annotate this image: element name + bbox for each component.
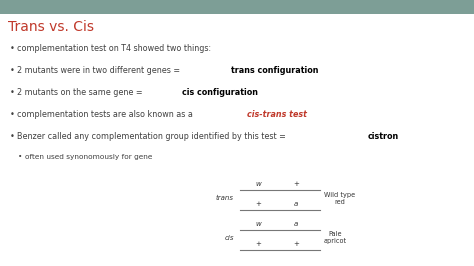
- Text: Benzer called any complementation group identified by this test =: Benzer called any complementation group …: [17, 132, 288, 141]
- Text: +: +: [293, 181, 299, 187]
- Text: •: •: [10, 88, 15, 97]
- Text: often used synonomously for gene: often used synonomously for gene: [25, 154, 152, 160]
- Text: +: +: [293, 241, 299, 247]
- Text: •: •: [10, 66, 15, 75]
- Text: +: +: [255, 201, 261, 207]
- Text: w: w: [255, 181, 261, 187]
- Text: cistron: cistron: [367, 132, 399, 141]
- Text: Pale
apricot: Pale apricot: [324, 231, 347, 244]
- Text: cis-trans test: cis-trans test: [247, 110, 307, 119]
- Text: trans configuration: trans configuration: [231, 66, 318, 75]
- Text: 2 mutants on the same gene =: 2 mutants on the same gene =: [17, 88, 145, 97]
- Text: 2 mutants were in two different genes =: 2 mutants were in two different genes =: [17, 66, 182, 75]
- Text: •: •: [10, 44, 15, 53]
- Text: •: •: [10, 110, 15, 119]
- Text: cis configuration: cis configuration: [182, 88, 258, 97]
- Text: trans: trans: [216, 195, 234, 201]
- Text: +: +: [255, 241, 261, 247]
- Text: •: •: [18, 154, 22, 160]
- Text: Wild type
red: Wild type red: [324, 192, 355, 205]
- Text: •: •: [10, 132, 15, 141]
- Text: complementation tests are also known as a: complementation tests are also known as …: [17, 110, 195, 119]
- Text: w: w: [255, 221, 261, 227]
- Text: complementation test on T4 showed two things:: complementation test on T4 showed two th…: [17, 44, 211, 53]
- Text: a: a: [294, 221, 298, 227]
- Text: cis: cis: [225, 235, 234, 241]
- Text: Trans vs. Cis: Trans vs. Cis: [8, 20, 94, 34]
- Bar: [0, 0, 474, 14]
- Text: a: a: [294, 201, 298, 207]
